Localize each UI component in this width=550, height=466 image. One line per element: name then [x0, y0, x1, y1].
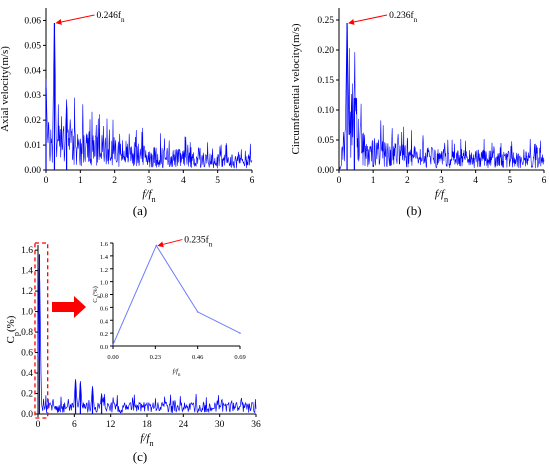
- y-tick-label: 1.6: [100, 241, 109, 248]
- x-tick-label: 5: [215, 176, 220, 186]
- y-tick-label: 0.02: [24, 116, 41, 126]
- chart-b: 0 1 2 3 4 5 6 0.00 0.05 0.10 0.15 0.20 0.25 f/fn Circu…: [290, 8, 547, 204]
- x-tick-label: 2: [405, 176, 410, 186]
- panel-label-b: (b): [406, 203, 421, 218]
- annotation-arrow: [348, 14, 388, 25]
- y-axis-label: Cp(%): [5, 315, 21, 343]
- y-tick-label: 0.6: [21, 349, 33, 359]
- panel-label-c: (c): [133, 449, 147, 464]
- y-tick-label: 0.2: [100, 331, 108, 338]
- y-tick-label: 0.04: [24, 66, 41, 76]
- x-axis-label: f/fn: [435, 188, 448, 204]
- y-tick-label: 0.4: [21, 369, 33, 379]
- x-tick-label: 0: [44, 176, 49, 186]
- x-tick-label: 0.00: [107, 354, 118, 361]
- series-line: [37, 267, 257, 414]
- x-axis-label: f/fn: [140, 432, 153, 448]
- x-tick-label: 24: [179, 420, 189, 430]
- y-tick-label: 1.6: [21, 246, 33, 256]
- x-tick-label: 6: [542, 176, 547, 186]
- x-axis-label: f/fn: [173, 368, 181, 378]
- x-tick-label: 1: [371, 176, 376, 186]
- x-tick-label: 12: [106, 420, 116, 430]
- x-tick-label: 6: [250, 176, 255, 186]
- y-tick-label: 0.15: [317, 76, 334, 86]
- inset-series-line: [112, 244, 241, 345]
- annotation-label: 0.236fn: [389, 10, 418, 24]
- x-tick-label: 2: [112, 176, 117, 186]
- y-tick-label: 0.06: [24, 16, 41, 26]
- y-tick-label: 0.10: [317, 106, 334, 116]
- x-tick-label: 18: [142, 420, 152, 430]
- y-tick-label: 0.05: [24, 41, 41, 51]
- x-axis-label: f/fn: [142, 188, 155, 204]
- y-axis-label: Cp(%): [92, 286, 102, 303]
- y-axis-label: Circumferential velocity(m/s): [290, 23, 302, 154]
- annotation-arrow: [157, 239, 183, 248]
- x-tick-label: 0.46: [192, 354, 204, 361]
- y-tick-label: 1.4: [21, 267, 33, 277]
- y-tick-label: 0.4: [100, 318, 109, 325]
- y-tick-label: 0.03: [24, 91, 41, 101]
- y-tick-label: 0.25: [317, 16, 334, 26]
- x-tick-label: 5: [507, 176, 512, 186]
- x-tick-label: 4: [473, 176, 478, 186]
- y-tick-label: 1.4: [100, 254, 109, 261]
- x-tick-label: 36: [251, 420, 261, 430]
- y-axis-label: Axial velocity(m/s): [0, 46, 11, 132]
- y-tick-label: 0.8: [100, 293, 108, 300]
- inset-chart: 0.00 0.23 0.46 0.69 0.0 0.2 0.4 0.6 0.8 1.0 1.2 1.4…: [92, 235, 246, 378]
- annotation-label: 0.246fn: [96, 10, 125, 24]
- y-tick-label: 0.2: [21, 390, 33, 400]
- y-tick-label: 0.00: [24, 166, 41, 176]
- x-tick-label: 1: [78, 176, 83, 186]
- x-tick-label: 30: [215, 420, 225, 430]
- y-tick-label: 0.6: [100, 305, 109, 312]
- chart-a: 0 1 2 3 4 5 6 0.00 0.01 0.02 0.03 0.04 0.05 0.06 f/fn A…: [0, 8, 255, 204]
- inset-point: [196, 311, 199, 313]
- x-tick-label: 0.69: [234, 354, 245, 361]
- annotation-label: 0.235fn: [184, 235, 213, 249]
- y-tick-label: 0.00: [317, 166, 334, 176]
- series-line: [45, 22, 253, 169]
- zoom-arrow-icon: [52, 296, 86, 318]
- inset-point: [239, 332, 241, 334]
- zoom-region-box: [34, 242, 49, 419]
- y-tick-label: 0.8: [21, 328, 33, 338]
- annotation-arrow: [55, 14, 95, 25]
- x-tick-label: 6: [72, 420, 77, 430]
- x-tick-label: 3: [147, 176, 152, 186]
- y-tick-label: 0.0: [21, 410, 33, 420]
- y-tick-label: 1.0: [21, 308, 33, 318]
- x-tick-label: 0: [337, 176, 342, 186]
- y-tick-label: 0.0: [100, 344, 108, 351]
- x-tick-label: 0: [36, 420, 41, 430]
- panel-label-a: (a): [133, 203, 147, 218]
- y-tick-label: 1.2: [21, 287, 33, 297]
- y-tick-label: 0.05: [317, 136, 334, 146]
- x-tick-label: 3: [439, 176, 444, 186]
- inset-point: [112, 343, 114, 346]
- y-tick-label: 1.2: [100, 267, 108, 274]
- y-tick-label: 0.01: [24, 141, 41, 151]
- inset-point: [155, 244, 158, 247]
- series-line: [338, 24, 545, 171]
- y-tick-label: 1.0: [100, 280, 108, 287]
- y-tick-label: 0.20: [317, 46, 334, 56]
- x-tick-label: 4: [181, 176, 186, 186]
- chart-c: 0 6 12 18 24 30 36 0.0 0.2 0.4 0.6 0.8 1.0 1.2 1.4 1.6 f…: [5, 242, 261, 448]
- x-tick-label: 0.23: [150, 354, 161, 361]
